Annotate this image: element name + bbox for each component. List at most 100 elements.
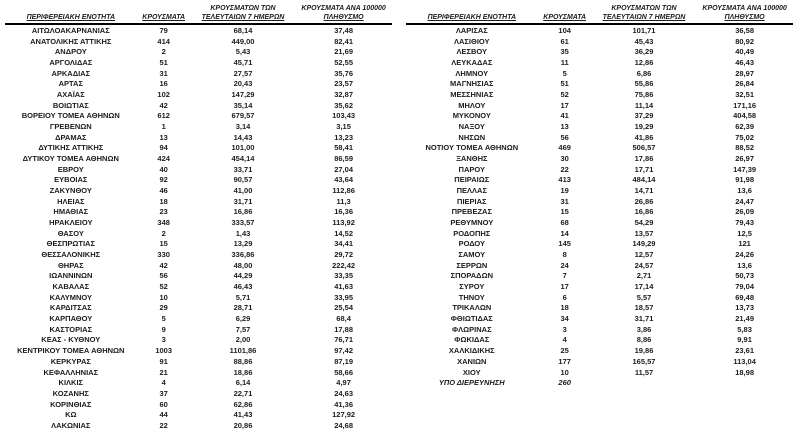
cases-cell: 22 (159, 420, 168, 430)
per-100000-cell: 24,63 (334, 388, 353, 398)
cases-cell: 52 (560, 90, 569, 100)
region-cell: ΔΥΤΙΚΟΥ ΤΟΜΕΑ ΑΘΗΝΩΝ (22, 154, 119, 164)
last7days-cell: 90,57 (233, 175, 253, 185)
table-row: ΣΥΡΟΥ 17 17,14 79,04 (406, 282, 793, 293)
table-row: ΚΙΛΚΙΣ 4 6,14 4,97 (5, 378, 392, 389)
region-cell: ΘΗΡΑΣ (57, 260, 84, 270)
table-row: ΤΡΙΚΑΛΩΝ 18 18,57 13,73 (406, 303, 793, 314)
table-row: ΜΥΚΟΝΟΥ 41 37,29 404,58 (406, 111, 793, 122)
region-cell: ΧΙΟΥ (462, 367, 481, 377)
last7days-cell: 11,57 (634, 367, 654, 377)
cases-cell: 424 (157, 154, 170, 164)
region-cell: ΖΑΚΥΝΘΟΥ (49, 186, 92, 196)
cases-cell: 469 (558, 143, 571, 153)
per-100000-cell: 4,97 (336, 378, 351, 388)
region-cell: ΘΑΣΟΥ (57, 228, 84, 238)
table-row: ΚΕΦΑΛΛΗΝΙΑΣ 21 18,86 58,66 (5, 368, 392, 379)
cases-cell: 260 (558, 378, 571, 388)
cases-cell: 13 (159, 132, 168, 142)
cases-cell: 17 (560, 100, 569, 110)
per-100000-cell: 5,83 (737, 324, 752, 334)
region-cell: ΛΗΜΝΟΥ (455, 68, 489, 78)
table-row: ΛΕΥΚΑΔΑΣ 11 12,86 46,43 (406, 58, 793, 69)
cases-cell: 4 (562, 335, 567, 345)
table-row: ΖΑΚΥΝΘΟΥ 46 41,00 112,86 (5, 186, 392, 197)
last7days-cell (592, 378, 696, 389)
cases-cell: 18 (560, 303, 569, 313)
per-100000-cell: 21,69 (334, 47, 353, 57)
table-row: ΚΑΒΑΛΑΣ 52 46,43 41,63 (5, 282, 392, 293)
col-header-cases: ΚΡΟΥΣΜΑΤΑ (543, 13, 587, 21)
cases-cell: 2 (161, 228, 166, 238)
table-row: ΠΕΙΡΑΙΩΣ 413 484,14 91,98 (406, 175, 793, 186)
table-row: ΗΛΕΙΑΣ 18 31,71 11,3 (5, 197, 392, 208)
per-100000-cell: 62,39 (735, 122, 754, 132)
last7days-cell: 2,00 (235, 335, 251, 345)
per-100000-cell: 23,61 (735, 346, 754, 356)
per-100000-cell: 222,42 (332, 260, 356, 270)
last7days-cell: 2,71 (636, 271, 652, 281)
cases-cell: 11 (560, 58, 569, 68)
table-row: ΔΡΑΜΑΣ 13 14,43 13,23 (5, 133, 392, 144)
table-row: ΑΝΔΡΟΥ 2 5,43 21,69 (5, 47, 392, 58)
cases-cell: 19 (560, 186, 569, 196)
table-row: ΛΗΜΝΟΥ 5 6,86 28,97 (406, 69, 793, 80)
table-row: ΘΑΣΟΥ 2 1,43 14,52 (5, 229, 392, 240)
table-row: ΦΛΩΡΙΝΑΣ 3 3,86 5,83 (406, 325, 793, 336)
last7days-cell: 7,57 (235, 324, 251, 334)
table-row: ΝΟΤΙΟΥ ΤΟΜΕΑ ΑΘΗΝΩΝ 469 506,57 88,52 (406, 143, 793, 154)
table-row: ΚΟΖΑΝΗΣ 37 22,71 24,63 (5, 389, 392, 400)
cases-cell: 10 (560, 367, 569, 377)
per-100000-cell: 58,66 (334, 367, 353, 377)
per-100000-cell: 58,41 (334, 143, 353, 153)
cases-cell: 102 (157, 90, 170, 100)
region-cell: ΚΑΡΠΑΘΟΥ (49, 314, 93, 324)
region-cell: ΜΥΚΟΝΟΥ (452, 111, 491, 121)
cases-cell: 15 (560, 207, 569, 217)
last7days-cell: 13,29 (233, 239, 253, 249)
table-row: ΕΒΡΟΥ 40 33,71 27,04 (5, 165, 392, 176)
table-row: ΔΥΤΙΚΟΥ ΤΟΜΕΑ ΑΘΗΝΩΝ 424 454,14 86,59 (5, 154, 392, 165)
table-row: ΠΕΛΛΑΣ 19 14,71 13,6 (406, 186, 793, 197)
per-100000-cell: 14,52 (334, 228, 353, 238)
table-row: ΥΠΟ ΔΙΕΡΕΥΝΗΣΗ 260 (406, 378, 793, 389)
last7days-cell: 75,86 (634, 90, 654, 100)
table-row: ΧΑΝΙΩΝ 177 165,57 113,04 (406, 357, 793, 368)
region-cell: ΔΥΤΙΚΗΣ ΑΤΤΙΚΗΣ (38, 143, 104, 153)
region-cell: ΠΙΕΡΙΑΣ (457, 196, 487, 206)
last7days-cell: 45,43 (634, 36, 654, 46)
cases-cell: 5 (161, 314, 166, 324)
table-row: ΑΙΤΩΛΟΑΚΑΡΝΑΝΙΑΣ 79 68,14 37,48 (5, 26, 392, 37)
last7days-cell: 31,71 (634, 314, 654, 324)
regional-table-right: ΠΕΡΙΦΕΡΕΙΑΚΗ ΕΝΟΤΗΤΑ ΚΡΟΥΣΜΑΤΑ ΚΡΟΥΣΜΑΤΩ… (406, 0, 793, 432)
last7days-cell: 24,57 (634, 260, 654, 270)
cases-cell: 22 (560, 164, 569, 174)
per-100000-cell: 3,15 (336, 122, 351, 132)
cases-cell: 414 (157, 36, 170, 46)
region-cell: ΤΡΙΚΑΛΩΝ (452, 303, 492, 313)
last7days-cell: 101,00 (231, 143, 255, 153)
per-100000-cell: 171,16 (733, 100, 757, 110)
cases-cell: 23 (159, 207, 168, 217)
per-100000-cell: 24,26 (735, 250, 754, 260)
last7days-cell: 55,86 (634, 79, 654, 89)
last7days-cell: 18,86 (233, 367, 253, 377)
last7days-cell: 41,00 (233, 186, 253, 196)
cases-cell: 9 (161, 324, 166, 334)
region-cell: ΥΠΟ ΔΙΕΡΕΥΝΗΣΗ (438, 378, 505, 388)
table-row: ΧΙΟΥ 10 11,57 18,98 (406, 368, 793, 379)
region-cell: ΓΡΕΒΕΝΩΝ (49, 122, 92, 132)
table-row: ΣΕΡΡΩΝ 24 24,57 13,6 (406, 261, 793, 272)
last7days-cell: 165,57 (632, 356, 656, 366)
last7days-cell: 8,86 (636, 335, 652, 345)
cases-cell: 10 (159, 292, 168, 302)
last7days-cell: 45,71 (233, 58, 253, 68)
per-100000-cell: 97,42 (334, 346, 353, 356)
last7days-cell: 679,57 (231, 111, 255, 121)
table-row: ΚΕΝΤΡΙΚΟΥ ΤΟΜΕΑ ΑΘΗΝΩΝ 1003 1101,86 97,42 (5, 346, 392, 357)
last7days-cell: 62,86 (233, 399, 253, 409)
last7days-cell: 31,71 (233, 196, 253, 206)
table-row: ΜΕΣΣΗΝΙΑΣ 52 75,86 32,51 (406, 90, 793, 101)
cases-cell: 13 (560, 122, 569, 132)
region-cell: ΣΠΟΡΑΔΩΝ (450, 271, 493, 281)
